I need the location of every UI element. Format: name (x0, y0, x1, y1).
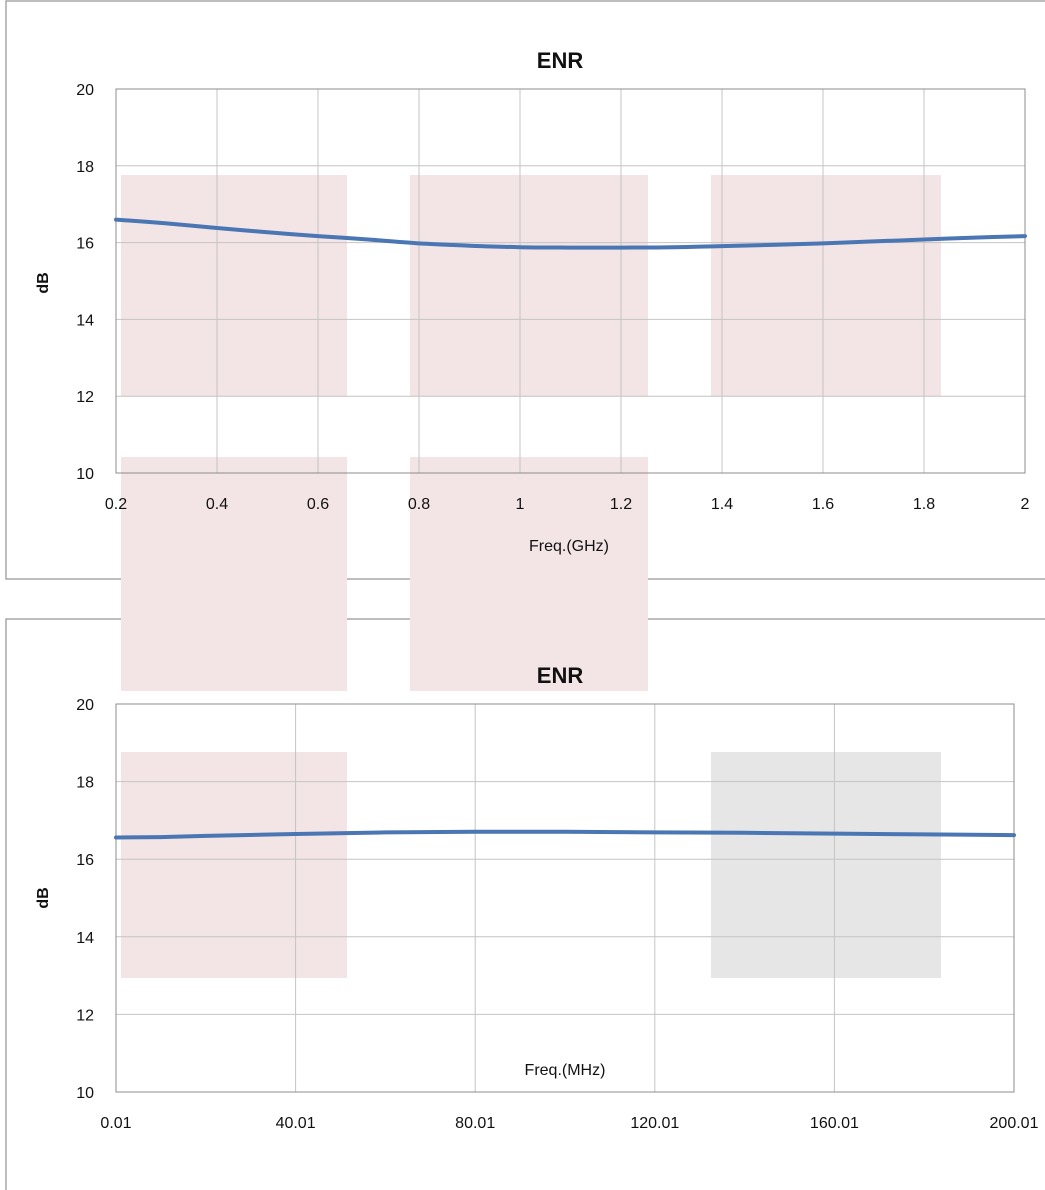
y-axis-label: dB (35, 272, 52, 293)
background-block (711, 175, 941, 396)
background-block (121, 175, 347, 396)
x-tick-label: 0.2 (105, 496, 127, 513)
y-axis-label: dB (35, 887, 52, 908)
y-tick-label: 14 (76, 312, 94, 329)
y-tick-label: 18 (76, 775, 94, 792)
x-tick-label: 0.8 (408, 496, 430, 513)
background-block (121, 752, 347, 978)
background-blocks (121, 175, 941, 978)
x-tick-label: 40.01 (276, 1115, 316, 1132)
series-line (114, 829, 1016, 840)
series-line (114, 217, 1027, 250)
x-tick-label: 160.01 (810, 1115, 859, 1132)
y-tick-labels: 10 12 14 16 18 20 (76, 82, 94, 483)
chart-title: ENR (537, 48, 584, 73)
x-tick-label: 200.01 (990, 1115, 1039, 1132)
x-tick-label: 1.4 (711, 496, 733, 513)
x-tick-label: 0.01 (100, 1115, 131, 1132)
y-tick-label: 20 (76, 82, 94, 99)
plot-area-border (115, 703, 1015, 1093)
y-tick-label: 16 (76, 236, 94, 253)
x-tick-label: 80.01 (455, 1115, 495, 1132)
y-tick-label: 18 (76, 159, 94, 176)
background-block (711, 752, 941, 978)
background-block (121, 457, 347, 691)
y-tick-label: 20 (76, 697, 94, 714)
chart-mhz: 0.01 40.01 80.01 120.01 160.01 200.01 1012141… (35, 663, 1039, 1132)
plot-area-border (115, 88, 1026, 474)
x-tick-label: 1.6 (812, 496, 834, 513)
y-tick-label: 12 (76, 1007, 94, 1024)
x-tick-labels: 0.01 40.01 80.01 120.01 160.01 200.01 (100, 1115, 1038, 1132)
chart-title: ENR (537, 663, 584, 688)
background-block (410, 175, 648, 396)
chart-ghz: 0.2 0.4 0.6 0.8 1 1.2 1.4 1.6 1.8 2 101214161820 … (35, 48, 1030, 555)
x-axis-label: Freq.(GHz) (529, 538, 609, 555)
x-axis-label: Freq.(MHz) (525, 1062, 606, 1079)
y-tick-label: 10 (76, 1085, 94, 1102)
y-tick-label: 10 (76, 466, 94, 483)
y-tick-label: 16 (76, 852, 94, 869)
x-tick-label: 120.01 (630, 1115, 679, 1132)
y-tick-labels: 10 12 14 16 18 20 (76, 697, 94, 1102)
y-tick-label: 14 (76, 930, 94, 947)
x-tick-label: 0.4 (206, 496, 228, 513)
x-tick-label: 1.8 (913, 496, 935, 513)
background-block (410, 457, 648, 691)
x-tick-label: 1.2 (610, 496, 632, 513)
x-tick-labels: 0.2 0.4 0.6 0.8 1 1.2 1.4 1.6 1.8 2 (105, 496, 1030, 513)
x-tick-label: 1 (516, 496, 525, 513)
y-tick-label: 12 (76, 389, 94, 406)
x-tick-label: 2 (1021, 496, 1030, 513)
x-tick-label: 0.6 (307, 496, 329, 513)
